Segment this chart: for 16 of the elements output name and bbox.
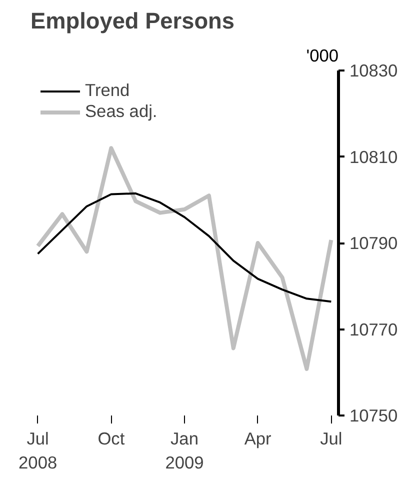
legend-label: Trend — [85, 80, 130, 101]
legend-label: Seas adj. — [85, 101, 158, 122]
x-tick-label: Jan 2009 — [165, 428, 204, 472]
y-axis-title: '000 — [306, 46, 339, 66]
line-series — [36, 146, 334, 371]
y-tick-label: 10810 — [350, 146, 398, 167]
line-series — [36, 192, 332, 303]
x-tick-label: Jul — [320, 428, 342, 448]
x-tick-label: Oct — [98, 428, 125, 448]
x-tick-label: Jul 2008 — [18, 428, 58, 472]
x-tick-label: Apr — [244, 428, 272, 448]
y-tick-label: 10750 — [350, 406, 398, 426]
chart-title: Employed Persons — [30, 8, 234, 34]
y-tick-label: 10770 — [350, 319, 398, 340]
y-tick-label: 10790 — [350, 233, 398, 253]
y-tick-label: 10830 — [350, 60, 398, 80]
